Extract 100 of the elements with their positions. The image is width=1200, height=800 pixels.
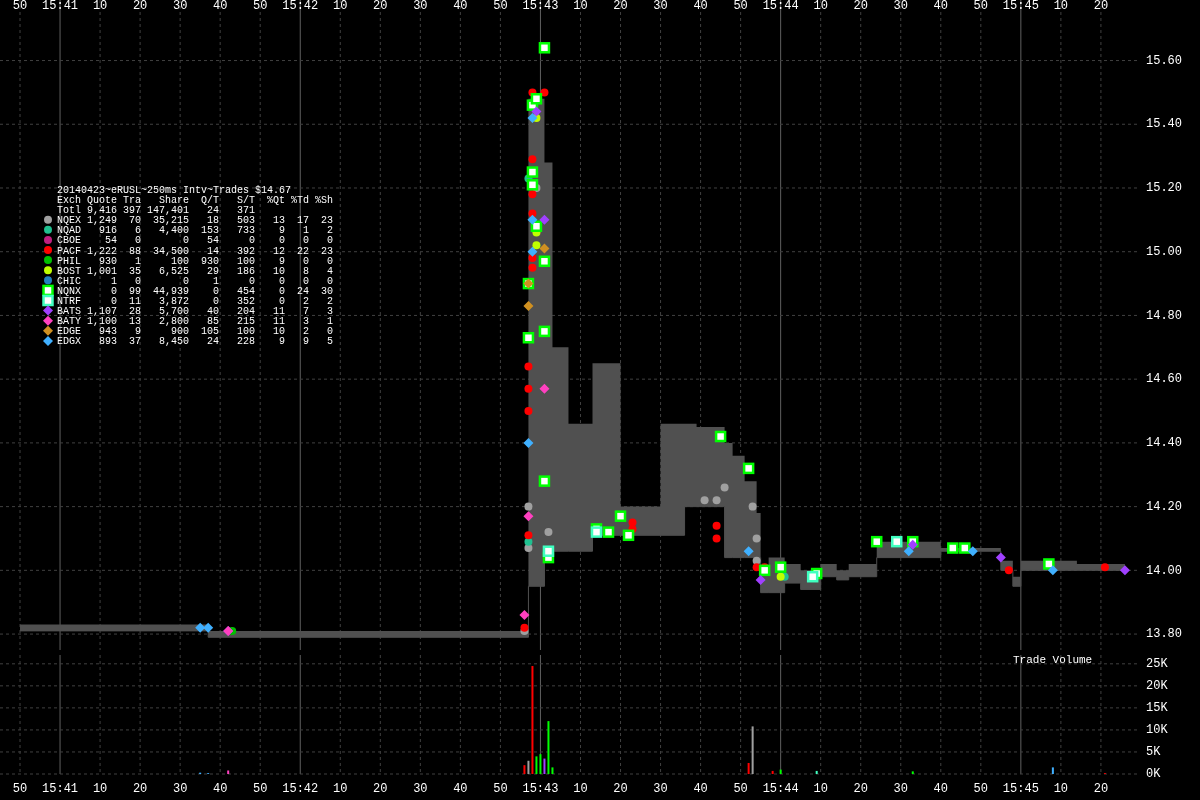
x-tick-label: 20 — [132, 782, 148, 796]
y-tick-label: 14.40 — [1146, 436, 1183, 451]
legend-label: EDGX — [57, 336, 82, 348]
legend-label: NQEX — [57, 215, 82, 227]
y-tick-label: 15.60 — [1146, 53, 1183, 68]
y-tick-label: 20K — [1146, 679, 1169, 694]
x-tick-label: 30 — [172, 782, 188, 796]
y-tick-label: 10K — [1146, 723, 1169, 738]
x-tick-label: 10 — [573, 782, 588, 796]
y-tick-label: 15.40 — [1146, 117, 1183, 132]
x-tick-label: 20 — [853, 782, 868, 796]
x-tick-label: 50 — [253, 782, 268, 796]
annotation: 0 99 44,939 0 454 0 24 30 — [87, 285, 334, 297]
x-tick-label: 20 — [613, 0, 628, 13]
x-tick-label: 30 — [653, 782, 668, 796]
legend-label: PACF — [57, 245, 82, 257]
annotation: 943 9 900 105 100 10 2 0 — [87, 326, 334, 338]
x-tick-label: 20 — [373, 0, 388, 13]
y-tick-label: 0K — [1146, 767, 1162, 782]
annotation: 54 0 0 54 0 0 0 0 — [87, 235, 334, 247]
legend-label: BATS — [57, 306, 82, 318]
y-tick-label: 15K — [1146, 701, 1169, 716]
y-tick-label: 5K — [1146, 745, 1162, 760]
x-tick-label: 40 — [453, 782, 468, 796]
annotation: Totl 9,416 397 147,401 24 371 — [57, 205, 256, 217]
x-tick-label: 40 — [933, 0, 948, 13]
x-tick-label: 40 — [453, 0, 468, 13]
x-tick-label: 30 — [413, 782, 428, 796]
x-tick-label: 15:45 — [1002, 0, 1039, 13]
legend-label: NQNX — [57, 285, 82, 297]
text: 20140423~eRUSL~250ms Intv~Trades $14.67 — [57, 185, 292, 196]
y-tick-label: 15.00 — [1146, 244, 1183, 259]
x-tick-label: 50 — [493, 0, 508, 13]
x-tick-label: 10 — [333, 782, 348, 796]
x-tick-label: 15:41 — [42, 782, 79, 796]
legend-label: NTRF — [57, 296, 82, 307]
chart-title: Trade Volume — [1013, 654, 1093, 666]
x-tick-label: 10 — [1053, 0, 1069, 13]
x-tick-label: 10 — [92, 782, 108, 796]
x-tick-label: 40 — [212, 782, 228, 796]
x-tick-label: 40 — [212, 0, 228, 13]
x-tick-label: 40 — [933, 782, 948, 796]
x-tick-label: 30 — [172, 0, 188, 13]
y-tick-label: 25K — [1146, 656, 1169, 671]
x-tick-label: 20 — [1093, 782, 1109, 796]
annotation: 1,249 70 35,215 18 503 13 17 23 — [87, 215, 334, 227]
x-tick-label: 15:43 — [522, 782, 559, 796]
y-tick-label: 14.60 — [1146, 372, 1183, 387]
legend-label: BATY — [57, 316, 82, 328]
annotation: 893 37 8,450 24 228 9 9 5 — [87, 336, 334, 348]
y-tick-label: 13.80 — [1146, 627, 1183, 642]
x-tick-label: 20 — [613, 782, 628, 796]
x-tick-label: 15:42 — [282, 0, 319, 13]
x-tick-label: 50 — [12, 782, 28, 796]
x-tick-label: 50 — [253, 0, 268, 13]
x-tick-label: 50 — [12, 0, 28, 13]
x-tick-label: 15:45 — [1002, 782, 1039, 796]
x-tick-label: 50 — [973, 782, 989, 796]
annotation: 916 6 4,400 153 733 9 1 2 — [87, 225, 334, 237]
annotation: 930 1 100 930 100 9 0 0 — [87, 255, 334, 267]
y-tick-label: 14.80 — [1146, 308, 1183, 323]
x-tick-label: 50 — [493, 782, 508, 796]
legend-label: PHIL — [57, 255, 82, 267]
x-tick-label: 10 — [813, 782, 828, 796]
x-tick-label: 15:43 — [522, 0, 559, 13]
x-tick-label: 10 — [333, 0, 348, 13]
x-tick-label: 15:44 — [762, 0, 799, 13]
legend-label: NQAD — [57, 225, 82, 237]
x-tick-label: 40 — [693, 0, 708, 13]
x-tick-label: 40 — [693, 782, 708, 796]
legend-label: CBOE — [57, 235, 82, 247]
x-tick-label: 30 — [413, 0, 428, 13]
annotation: Exch Quote Tra Share Q/T S/T %Qt %Td %Sh — [57, 195, 334, 206]
x-tick-label: 30 — [653, 0, 668, 13]
legend-label: EDGE — [57, 326, 82, 338]
annotation: 1,107 28 5,700 40 204 11 7 3 — [87, 306, 334, 318]
x-tick-label: 10 — [1053, 782, 1069, 796]
annotation: 1 0 0 1 0 0 0 0 — [87, 275, 334, 287]
x-tick-label: 10 — [92, 0, 108, 13]
x-tick-label: 15:42 — [282, 782, 319, 796]
y-tick-label: 14.00 — [1146, 563, 1183, 578]
x-tick-label: 30 — [893, 782, 908, 796]
x-tick-label: 10 — [813, 0, 828, 13]
x-tick-label: 15:41 — [42, 0, 79, 13]
x-tick-label: 15:44 — [762, 782, 799, 796]
y-tick-label: 14.20 — [1146, 499, 1183, 514]
x-tick-label: 20 — [853, 0, 868, 13]
annotation: 1,001 35 6,525 29 186 10 8 4 — [87, 265, 334, 277]
annotation: 0 11 3,872 0 352 0 2 2 — [87, 296, 334, 307]
x-tick-label: 10 — [573, 0, 588, 13]
x-tick-label: 30 — [893, 0, 908, 13]
x-tick-label: 20 — [132, 0, 148, 13]
annotation: 1,222 88 34,500 14 392 12 22 23 — [87, 245, 334, 257]
legend-label: BOST — [57, 265, 82, 277]
x-tick-label: 50 — [733, 782, 748, 796]
y-tick-label: 15.20 — [1146, 181, 1183, 196]
legend-label: CHIC — [57, 275, 82, 287]
x-tick-label: 20 — [373, 782, 388, 796]
x-tick-label: 50 — [973, 0, 989, 13]
annotation: 1,100 13 2,800 85 215 11 3 1 — [87, 316, 334, 328]
